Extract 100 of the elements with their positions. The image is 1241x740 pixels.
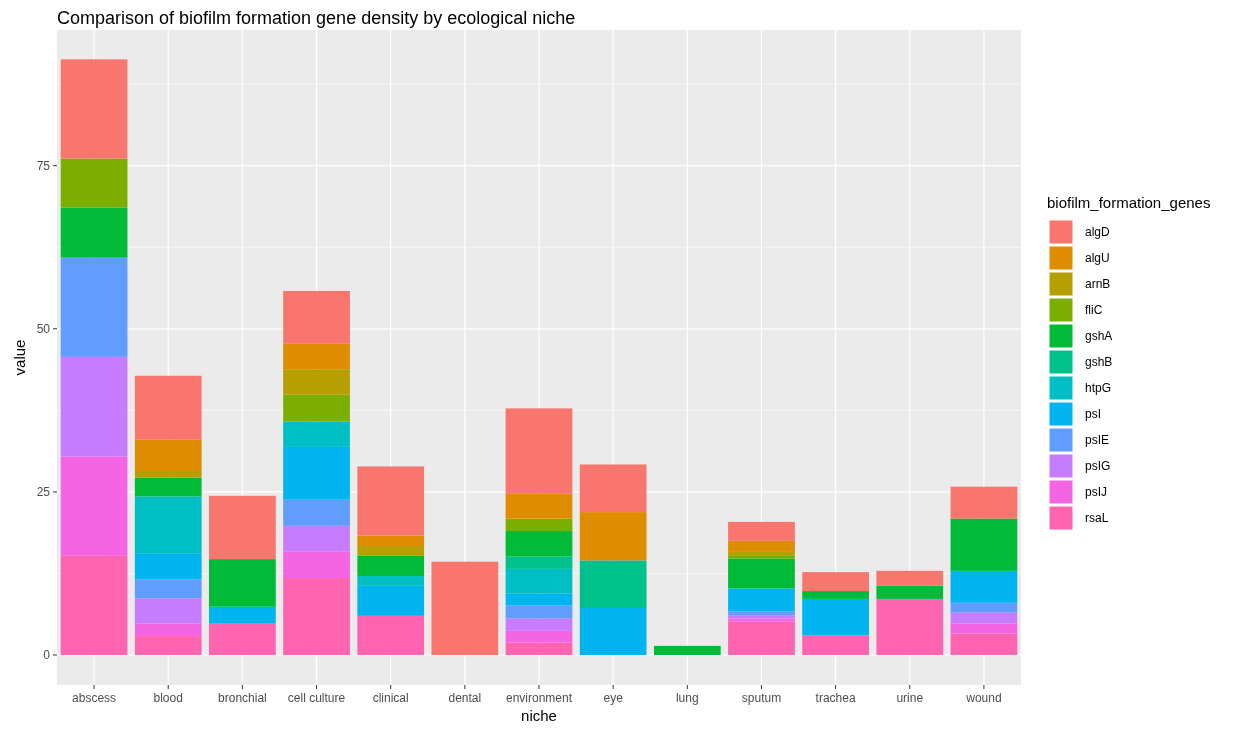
bar <box>950 612 1018 624</box>
bar <box>283 421 350 447</box>
bar <box>876 570 944 586</box>
bar <box>728 551 795 556</box>
chart-title: Comparison of biofilm formation gene density by ecological niche <box>57 8 576 28</box>
bar <box>728 588 795 612</box>
bar <box>134 553 202 580</box>
bar <box>505 605 573 619</box>
bar <box>357 615 425 655</box>
bar <box>505 642 573 655</box>
x-tick-label: cell culture <box>287 691 346 705</box>
bar <box>134 375 202 440</box>
bar <box>60 158 128 208</box>
bar <box>950 633 1018 655</box>
y-axis-title: value <box>11 339 28 376</box>
bar <box>950 518 1018 571</box>
legend-label: algU <box>1085 251 1110 266</box>
x-tick-label: blood <box>153 691 183 705</box>
bar <box>283 525 350 552</box>
y-tick-label: 75 <box>36 158 51 173</box>
bar <box>60 207 128 258</box>
bar <box>728 621 795 655</box>
bar <box>876 585 944 599</box>
bar <box>802 598 869 636</box>
bar <box>579 560 647 609</box>
bar <box>283 369 350 395</box>
bar <box>950 602 1018 613</box>
bar <box>653 645 721 655</box>
legend-label: gshB <box>1085 355 1113 370</box>
bar <box>728 521 795 541</box>
bar <box>134 636 202 655</box>
bar <box>134 477 202 497</box>
bar <box>505 556 573 569</box>
bar <box>283 499 350 526</box>
bar <box>950 570 1018 603</box>
bar <box>728 558 795 589</box>
x-tick-label: bronchial <box>218 691 267 705</box>
bar <box>505 518 573 532</box>
bar <box>876 598 944 655</box>
bar <box>283 394 350 422</box>
bar <box>431 561 499 655</box>
bar <box>579 608 647 655</box>
bar <box>579 512 647 561</box>
bar <box>579 464 647 513</box>
y-tick-label: 25 <box>36 485 51 500</box>
bar <box>505 408 573 494</box>
x-tick-label: abscess <box>72 691 117 705</box>
bar <box>134 579 202 599</box>
legend-label: rsaL <box>1085 511 1109 526</box>
bar <box>505 618 573 631</box>
bar <box>802 572 869 592</box>
bar <box>505 593 573 606</box>
x-tick-label: environment <box>505 691 573 705</box>
bar <box>209 495 276 560</box>
y-tick-label: 0 <box>43 648 51 663</box>
bar <box>134 598 202 624</box>
legend-label: algD <box>1085 225 1111 240</box>
legend-label: psIJ <box>1085 485 1108 500</box>
x-tick-label: urine <box>896 691 924 705</box>
bar <box>60 356 128 457</box>
bar <box>728 611 795 616</box>
bar <box>728 555 795 559</box>
legend-label: psIG <box>1085 459 1111 474</box>
bar <box>134 439 202 472</box>
bar <box>505 493 573 519</box>
bar <box>357 555 425 577</box>
legend-label: psIE <box>1085 433 1110 448</box>
bar <box>950 486 1018 519</box>
x-tick-label: dental <box>448 691 482 705</box>
bar <box>283 551 350 579</box>
legend-label: psI <box>1085 407 1102 422</box>
legend-label: fliC <box>1085 303 1103 318</box>
legend-label: gshA <box>1085 329 1113 344</box>
bar <box>209 623 276 655</box>
bar <box>802 635 869 655</box>
bar <box>60 456 128 556</box>
legend-title: biofilm_formation_genes <box>1047 194 1211 211</box>
bar <box>283 290 350 344</box>
x-axis-title: niche <box>521 707 557 724</box>
bar <box>60 257 128 357</box>
bar <box>357 535 425 547</box>
x-tick-label: eye <box>603 691 624 705</box>
bar <box>950 623 1018 634</box>
bar <box>728 540 795 552</box>
x-tick-label: wound <box>965 691 1002 705</box>
bar <box>505 531 573 557</box>
x-tick-label: sputum <box>741 691 782 705</box>
legend-label: htpG <box>1085 381 1112 396</box>
bar <box>283 446 350 500</box>
bar <box>209 606 276 624</box>
bar <box>357 585 425 616</box>
bar <box>283 578 350 655</box>
bar <box>60 59 128 159</box>
bar <box>505 630 573 643</box>
bar <box>134 623 202 637</box>
bar <box>209 559 276 607</box>
x-tick-label: clinical <box>372 691 409 705</box>
x-tick-label: trachea <box>815 691 856 705</box>
bar <box>134 496 202 554</box>
bar <box>60 555 128 655</box>
